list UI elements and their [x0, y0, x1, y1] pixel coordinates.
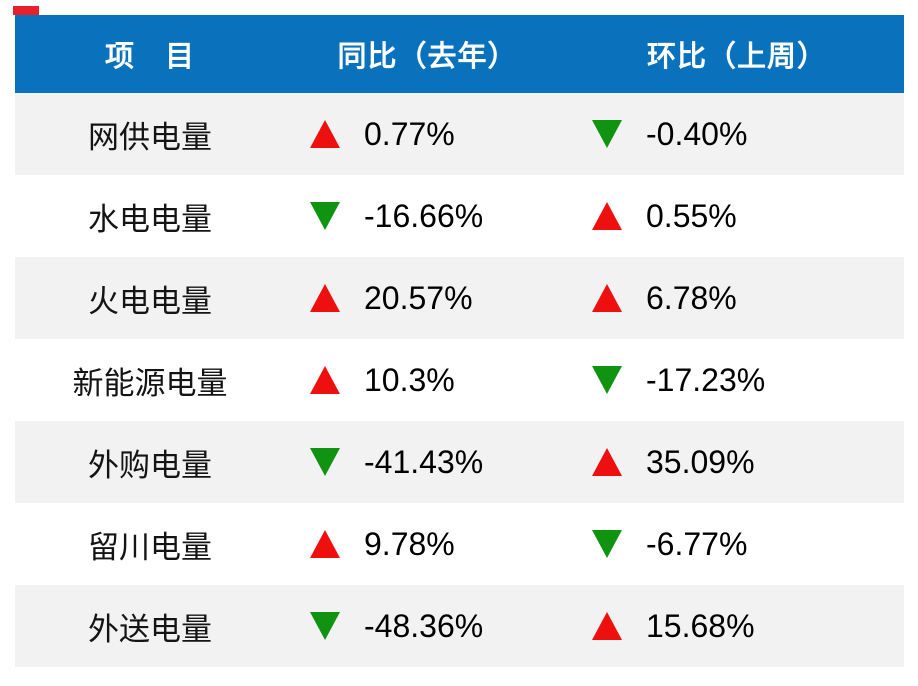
table-row: 火电电量 20.57% 6.78%: [15, 257, 904, 339]
down-triangle-icon: [592, 120, 622, 148]
table-row: 外送电量 -48.36% 15.68%: [15, 585, 904, 667]
down-triangle-icon: [592, 530, 622, 558]
yoy-value: 20.57%: [364, 279, 473, 316]
yoy-cell: 0.77%: [285, 93, 570, 175]
up-triangle-icon: [310, 530, 340, 558]
wow-value: -6.77%: [646, 525, 748, 562]
up-triangle-icon: [310, 366, 340, 394]
table-row: 外购电量 -41.43% 35.09%: [15, 421, 904, 503]
row-label: 外购电量: [88, 447, 212, 483]
table-header-row: 项 目 同比（去年） 环比（上周）: [15, 15, 904, 93]
wow-value: -0.40%: [646, 115, 748, 152]
yoy-cell: 10.3%: [285, 339, 570, 421]
row-label: 外送电量: [88, 611, 212, 647]
up-triangle-icon: [592, 284, 622, 312]
table-row: 网供电量 0.77% -0.40%: [15, 93, 904, 175]
yoy-cell: -48.36%: [285, 585, 570, 667]
down-triangle-icon: [310, 612, 340, 640]
table-row: 水电电量 -16.66% 0.55%: [15, 175, 904, 257]
up-triangle-icon: [310, 120, 340, 148]
header-wow-column: 环比（上周）: [646, 41, 827, 73]
header-yoy-column: 同比（去年）: [337, 41, 518, 73]
yoy-cell: -16.66%: [285, 175, 570, 257]
down-triangle-icon: [310, 448, 340, 476]
yoy-value: -41.43%: [364, 443, 484, 480]
power-comparison-table: 项 目 同比（去年） 环比（上周） 网供电量 0.77% -0.40% 水电电量…: [15, 15, 904, 667]
yoy-cell: 9.78%: [285, 503, 570, 585]
wow-value: 15.68%: [646, 607, 755, 644]
wow-value: 6.78%: [646, 279, 737, 316]
yoy-value: -48.36%: [364, 607, 484, 644]
up-triangle-icon: [592, 202, 622, 230]
row-label: 留川电量: [88, 529, 212, 565]
table-body: 网供电量 0.77% -0.40% 水电电量 -16.66% 0.55% 火电电…: [15, 93, 904, 667]
wow-value: 35.09%: [646, 443, 755, 480]
up-triangle-icon: [592, 612, 622, 640]
wow-cell: 35.09%: [570, 421, 904, 503]
wow-cell: -6.77%: [570, 503, 904, 585]
wow-cell: 15.68%: [570, 585, 904, 667]
red-dash-marker: [13, 6, 39, 15]
wow-cell: -0.40%: [570, 93, 904, 175]
yoy-cell: 20.57%: [285, 257, 570, 339]
up-triangle-icon: [310, 284, 340, 312]
row-label: 火电电量: [88, 283, 212, 319]
yoy-value: -16.66%: [364, 197, 484, 234]
row-label: 水电电量: [88, 201, 212, 237]
table-row: 留川电量 9.78% -6.77%: [15, 503, 904, 585]
wow-value: -17.23%: [646, 361, 766, 398]
row-label: 网供电量: [88, 119, 212, 155]
yoy-cell: -41.43%: [285, 421, 570, 503]
yoy-value: 10.3%: [364, 361, 455, 398]
row-label: 新能源电量: [72, 365, 228, 401]
yoy-value: 0.77%: [364, 115, 455, 152]
yoy-value: 9.78%: [364, 525, 455, 562]
down-triangle-icon: [592, 366, 622, 394]
wow-cell: -17.23%: [570, 339, 904, 421]
wow-value: 0.55%: [646, 197, 737, 234]
table-row: 新能源电量 10.3% -17.23%: [15, 339, 904, 421]
up-triangle-icon: [592, 448, 622, 476]
header-item-column: 项 目: [104, 41, 195, 73]
wow-cell: 0.55%: [570, 175, 904, 257]
wow-cell: 6.78%: [570, 257, 904, 339]
down-triangle-icon: [310, 202, 340, 230]
